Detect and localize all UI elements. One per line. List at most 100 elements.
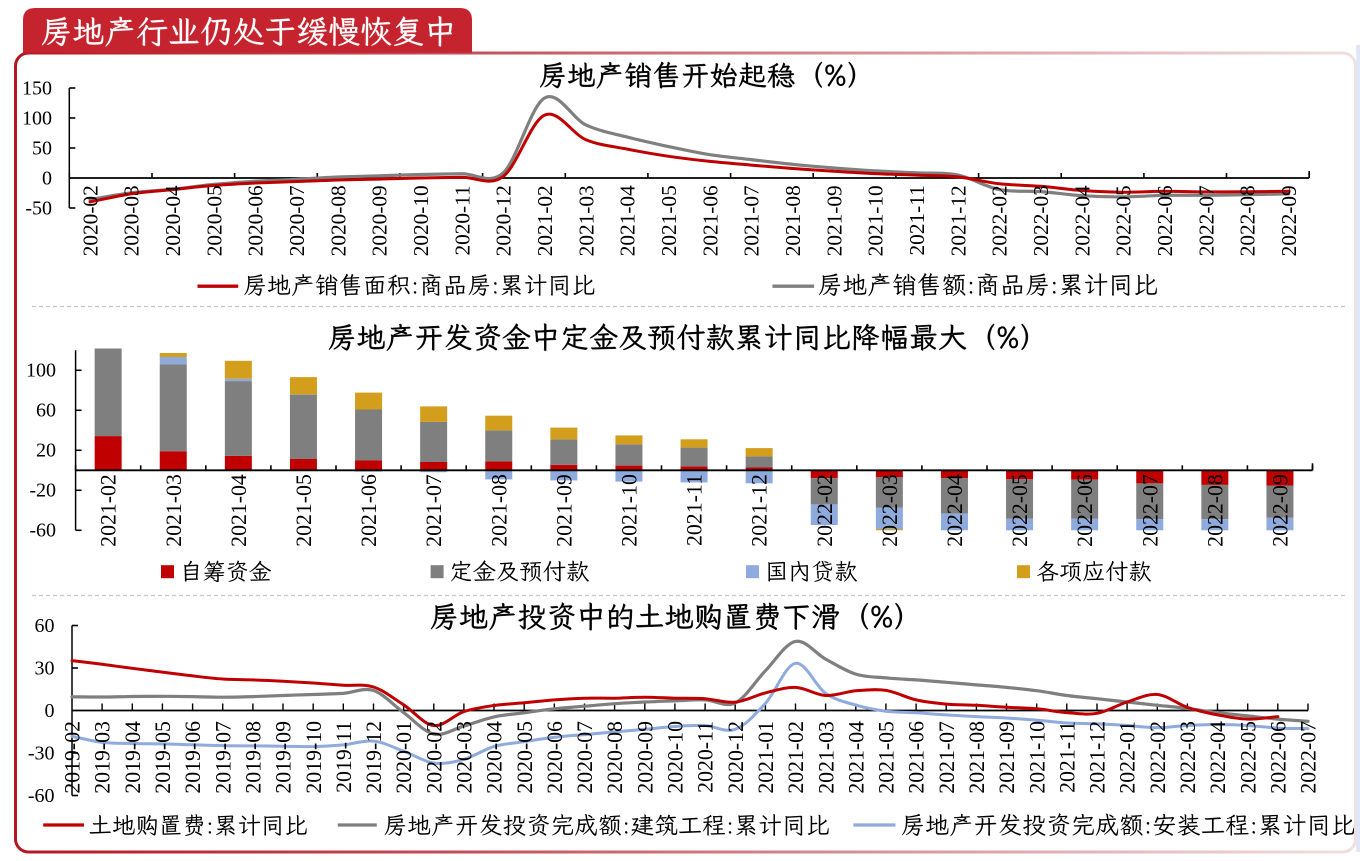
svg-text:2020-11: 2020-11 xyxy=(450,185,474,255)
svg-text:2021-11: 2021-11 xyxy=(683,474,707,546)
svg-text:2021-08: 2021-08 xyxy=(487,474,511,547)
svg-text:2021-05: 2021-05 xyxy=(875,721,899,794)
svg-text:2022-04: 2022-04 xyxy=(1206,721,1230,794)
svg-text:2020-05: 2020-05 xyxy=(202,185,226,256)
svg-text:20: 20 xyxy=(36,440,56,462)
svg-text:2019-05: 2019-05 xyxy=(151,721,175,794)
svg-text:2019-06: 2019-06 xyxy=(181,721,205,794)
svg-text:2020-07: 2020-07 xyxy=(573,721,597,794)
svg-text:2022-08: 2022-08 xyxy=(1236,185,1260,256)
svg-text:2019-02: 2019-02 xyxy=(61,721,85,794)
svg-text:2022-06: 2022-06 xyxy=(1073,474,1097,547)
svg-text:2021-02: 2021-02 xyxy=(784,721,808,794)
svg-text:2020-04: 2020-04 xyxy=(483,721,507,794)
svg-text:2020-07: 2020-07 xyxy=(285,185,309,256)
svg-text:2021-07: 2021-07 xyxy=(935,721,959,794)
svg-text:2021-06: 2021-06 xyxy=(905,721,929,794)
svg-text:2021-12: 2021-12 xyxy=(1086,721,1110,794)
svg-text:2022-05: 2022-05 xyxy=(1112,185,1136,256)
svg-text:2020-12: 2020-12 xyxy=(492,185,516,256)
svg-text:2022-07: 2022-07 xyxy=(1138,474,1162,547)
svg-text:2022-06: 2022-06 xyxy=(1153,185,1177,256)
svg-text:2022-09: 2022-09 xyxy=(1277,185,1301,256)
svg-text:2021-09: 2021-09 xyxy=(552,474,576,547)
svg-text:2021-11: 2021-11 xyxy=(1055,721,1079,793)
svg-text:60: 60 xyxy=(36,400,56,422)
svg-text:2021-11: 2021-11 xyxy=(905,185,929,255)
svg-text:2020-05: 2020-05 xyxy=(513,721,537,794)
svg-text:2021-04: 2021-04 xyxy=(227,474,251,547)
svg-text:2020-12: 2020-12 xyxy=(724,721,748,794)
svg-text:2021-02: 2021-02 xyxy=(533,185,557,256)
svg-text:-60: -60 xyxy=(28,785,55,807)
svg-text:2021-03: 2021-03 xyxy=(814,721,838,794)
svg-text:2020-02: 2020-02 xyxy=(78,185,102,256)
svg-text:2019-04: 2019-04 xyxy=(121,721,145,794)
svg-text:100: 100 xyxy=(22,107,52,129)
svg-text:2021-12: 2021-12 xyxy=(946,185,970,256)
svg-text:2020-10: 2020-10 xyxy=(409,185,433,256)
svg-text:2019-07: 2019-07 xyxy=(211,721,235,794)
svg-text:2020-02: 2020-02 xyxy=(422,721,446,794)
svg-text:2021-09: 2021-09 xyxy=(822,185,846,256)
svg-text:0: 0 xyxy=(42,167,52,189)
svg-text:2021-05: 2021-05 xyxy=(657,185,681,256)
svg-text:2019-03: 2019-03 xyxy=(91,721,115,794)
svg-text:2022-06: 2022-06 xyxy=(1266,721,1290,794)
svg-text:2021-05: 2021-05 xyxy=(292,474,316,547)
svg-text:2021-08: 2021-08 xyxy=(965,721,989,794)
svg-text:2022-02: 2022-02 xyxy=(813,474,837,547)
svg-text:2021-08: 2021-08 xyxy=(781,185,805,256)
svg-text:2022-02: 2022-02 xyxy=(1146,721,1170,794)
svg-text:2020-09: 2020-09 xyxy=(633,721,657,794)
svg-text:0: 0 xyxy=(45,700,55,722)
svg-text:2020-03: 2020-03 xyxy=(452,721,476,794)
svg-text:2022-05: 2022-05 xyxy=(1008,474,1032,547)
svg-text:2019-11: 2019-11 xyxy=(332,721,356,793)
svg-text:2022-05: 2022-05 xyxy=(1236,721,1260,794)
svg-text:2021-10: 2021-10 xyxy=(618,474,642,547)
svg-text:2020-04: 2020-04 xyxy=(161,185,185,256)
svg-text:2019-09: 2019-09 xyxy=(272,721,296,794)
svg-text:2019-12: 2019-12 xyxy=(362,721,386,794)
svg-text:30: 30 xyxy=(35,657,55,679)
svg-text:-60: -60 xyxy=(29,520,56,542)
svg-text:2021-06: 2021-06 xyxy=(698,185,722,256)
svg-text:2021-12: 2021-12 xyxy=(748,474,772,547)
svg-text:2021-07: 2021-07 xyxy=(740,185,764,256)
svg-text:2020-10: 2020-10 xyxy=(664,721,688,794)
svg-text:2020-11: 2020-11 xyxy=(694,721,718,793)
svg-text:2021-10: 2021-10 xyxy=(864,185,888,256)
svg-text:60: 60 xyxy=(35,615,55,637)
svg-text:2019-10: 2019-10 xyxy=(302,721,326,794)
svg-text:2022-09: 2022-09 xyxy=(1269,474,1293,547)
svg-text:2022-07: 2022-07 xyxy=(1297,721,1321,794)
svg-text:2021-04: 2021-04 xyxy=(844,721,868,794)
svg-text:50: 50 xyxy=(32,137,52,159)
svg-text:2019-08: 2019-08 xyxy=(241,721,265,794)
svg-text:100: 100 xyxy=(26,360,56,382)
svg-text:2022-03: 2022-03 xyxy=(1029,185,1053,256)
svg-text:2022-01: 2022-01 xyxy=(1116,721,1140,794)
svg-text:2020-08: 2020-08 xyxy=(326,185,350,256)
svg-text:2020-08: 2020-08 xyxy=(603,721,627,794)
svg-text:2022-04: 2022-04 xyxy=(943,474,967,547)
svg-text:2021-01: 2021-01 xyxy=(754,721,778,794)
svg-text:2020-06: 2020-06 xyxy=(244,185,268,256)
svg-text:-50: -50 xyxy=(25,197,52,219)
svg-text:2021-07: 2021-07 xyxy=(422,474,446,547)
svg-text:150: 150 xyxy=(22,77,52,99)
svg-text:2021-06: 2021-06 xyxy=(357,474,381,547)
svg-text:2022-08: 2022-08 xyxy=(1203,474,1227,547)
svg-text:2022-03: 2022-03 xyxy=(1176,721,1200,794)
svg-text:2022-04: 2022-04 xyxy=(1070,185,1094,256)
svg-text:2021-10: 2021-10 xyxy=(1025,721,1049,794)
svg-text:2021-02: 2021-02 xyxy=(97,474,121,547)
svg-text:2022-03: 2022-03 xyxy=(878,474,902,547)
svg-text:2020-03: 2020-03 xyxy=(120,185,144,256)
svg-text:2020-09: 2020-09 xyxy=(368,185,392,256)
svg-text:2022-02: 2022-02 xyxy=(988,185,1012,256)
svg-text:-30: -30 xyxy=(28,742,55,764)
svg-text:2020-01: 2020-01 xyxy=(392,721,416,794)
svg-text:2021-09: 2021-09 xyxy=(995,721,1019,794)
